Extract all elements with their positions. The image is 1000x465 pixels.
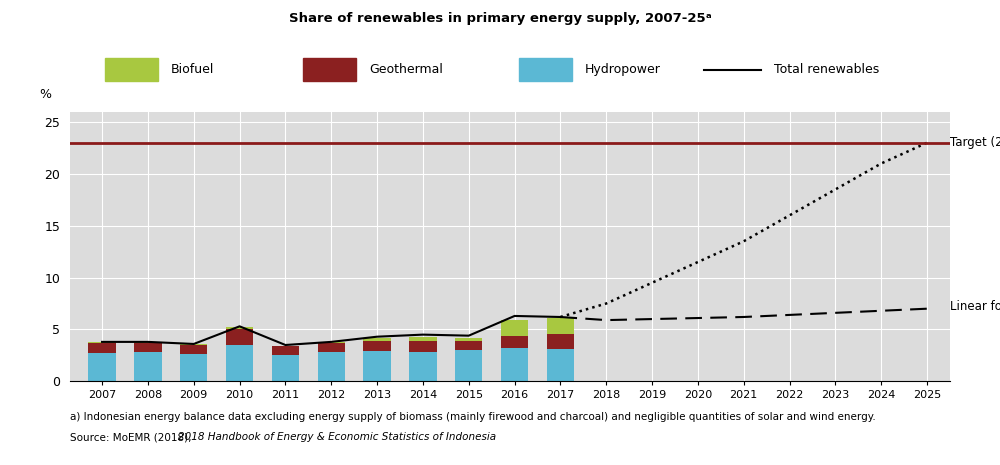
Bar [318, 352, 345, 381]
Bar [272, 346, 299, 355]
Bar [501, 348, 528, 381]
Bar [363, 351, 391, 381]
Text: Share of renewables in primary energy supply, 2007-25ᵃ: Share of renewables in primary energy su… [289, 12, 711, 25]
FancyBboxPatch shape [303, 58, 356, 81]
Bar [272, 345, 299, 346]
Bar [409, 337, 437, 341]
Text: Source: MoEMR (2018),: Source: MoEMR (2018), [70, 432, 195, 443]
Text: Biofuel: Biofuel [171, 63, 215, 76]
Text: 2018 Handbook of Energy & Economic Statistics of Indonesia: 2018 Handbook of Energy & Economic Stati… [178, 432, 496, 443]
Bar [134, 343, 162, 352]
Bar [409, 352, 437, 381]
Bar [318, 342, 345, 343]
Bar [226, 345, 253, 381]
Text: Hydropower: Hydropower [585, 63, 661, 76]
Text: %: % [39, 88, 51, 101]
Bar [501, 320, 528, 336]
Bar [455, 341, 482, 350]
Bar [455, 350, 482, 381]
Text: Geothermal: Geothermal [369, 63, 443, 76]
Text: a) Indonesian energy balance data excluding energy supply of biomass (mainly fir: a) Indonesian energy balance data exclud… [70, 412, 876, 422]
Text: Linear forecast: Linear forecast [950, 300, 1000, 313]
Bar [226, 329, 253, 345]
FancyBboxPatch shape [105, 58, 158, 81]
Text: Target (23%): Target (23%) [950, 136, 1000, 149]
Bar [134, 342, 162, 343]
Text: .: . [456, 432, 459, 443]
Bar [547, 349, 574, 381]
Bar [547, 318, 574, 333]
Bar [363, 341, 391, 351]
Text: Total renewables: Total renewables [774, 63, 879, 76]
Bar [318, 343, 345, 352]
Bar [455, 338, 482, 341]
Bar [547, 333, 574, 349]
Bar [134, 352, 162, 381]
FancyBboxPatch shape [519, 58, 572, 81]
Bar [88, 342, 116, 343]
Bar [88, 353, 116, 381]
Bar [226, 327, 253, 329]
Bar [180, 354, 207, 381]
Bar [180, 345, 207, 354]
Bar [363, 338, 391, 341]
Bar [501, 336, 528, 348]
Bar [88, 343, 116, 353]
Bar [409, 341, 437, 352]
Bar [272, 355, 299, 381]
